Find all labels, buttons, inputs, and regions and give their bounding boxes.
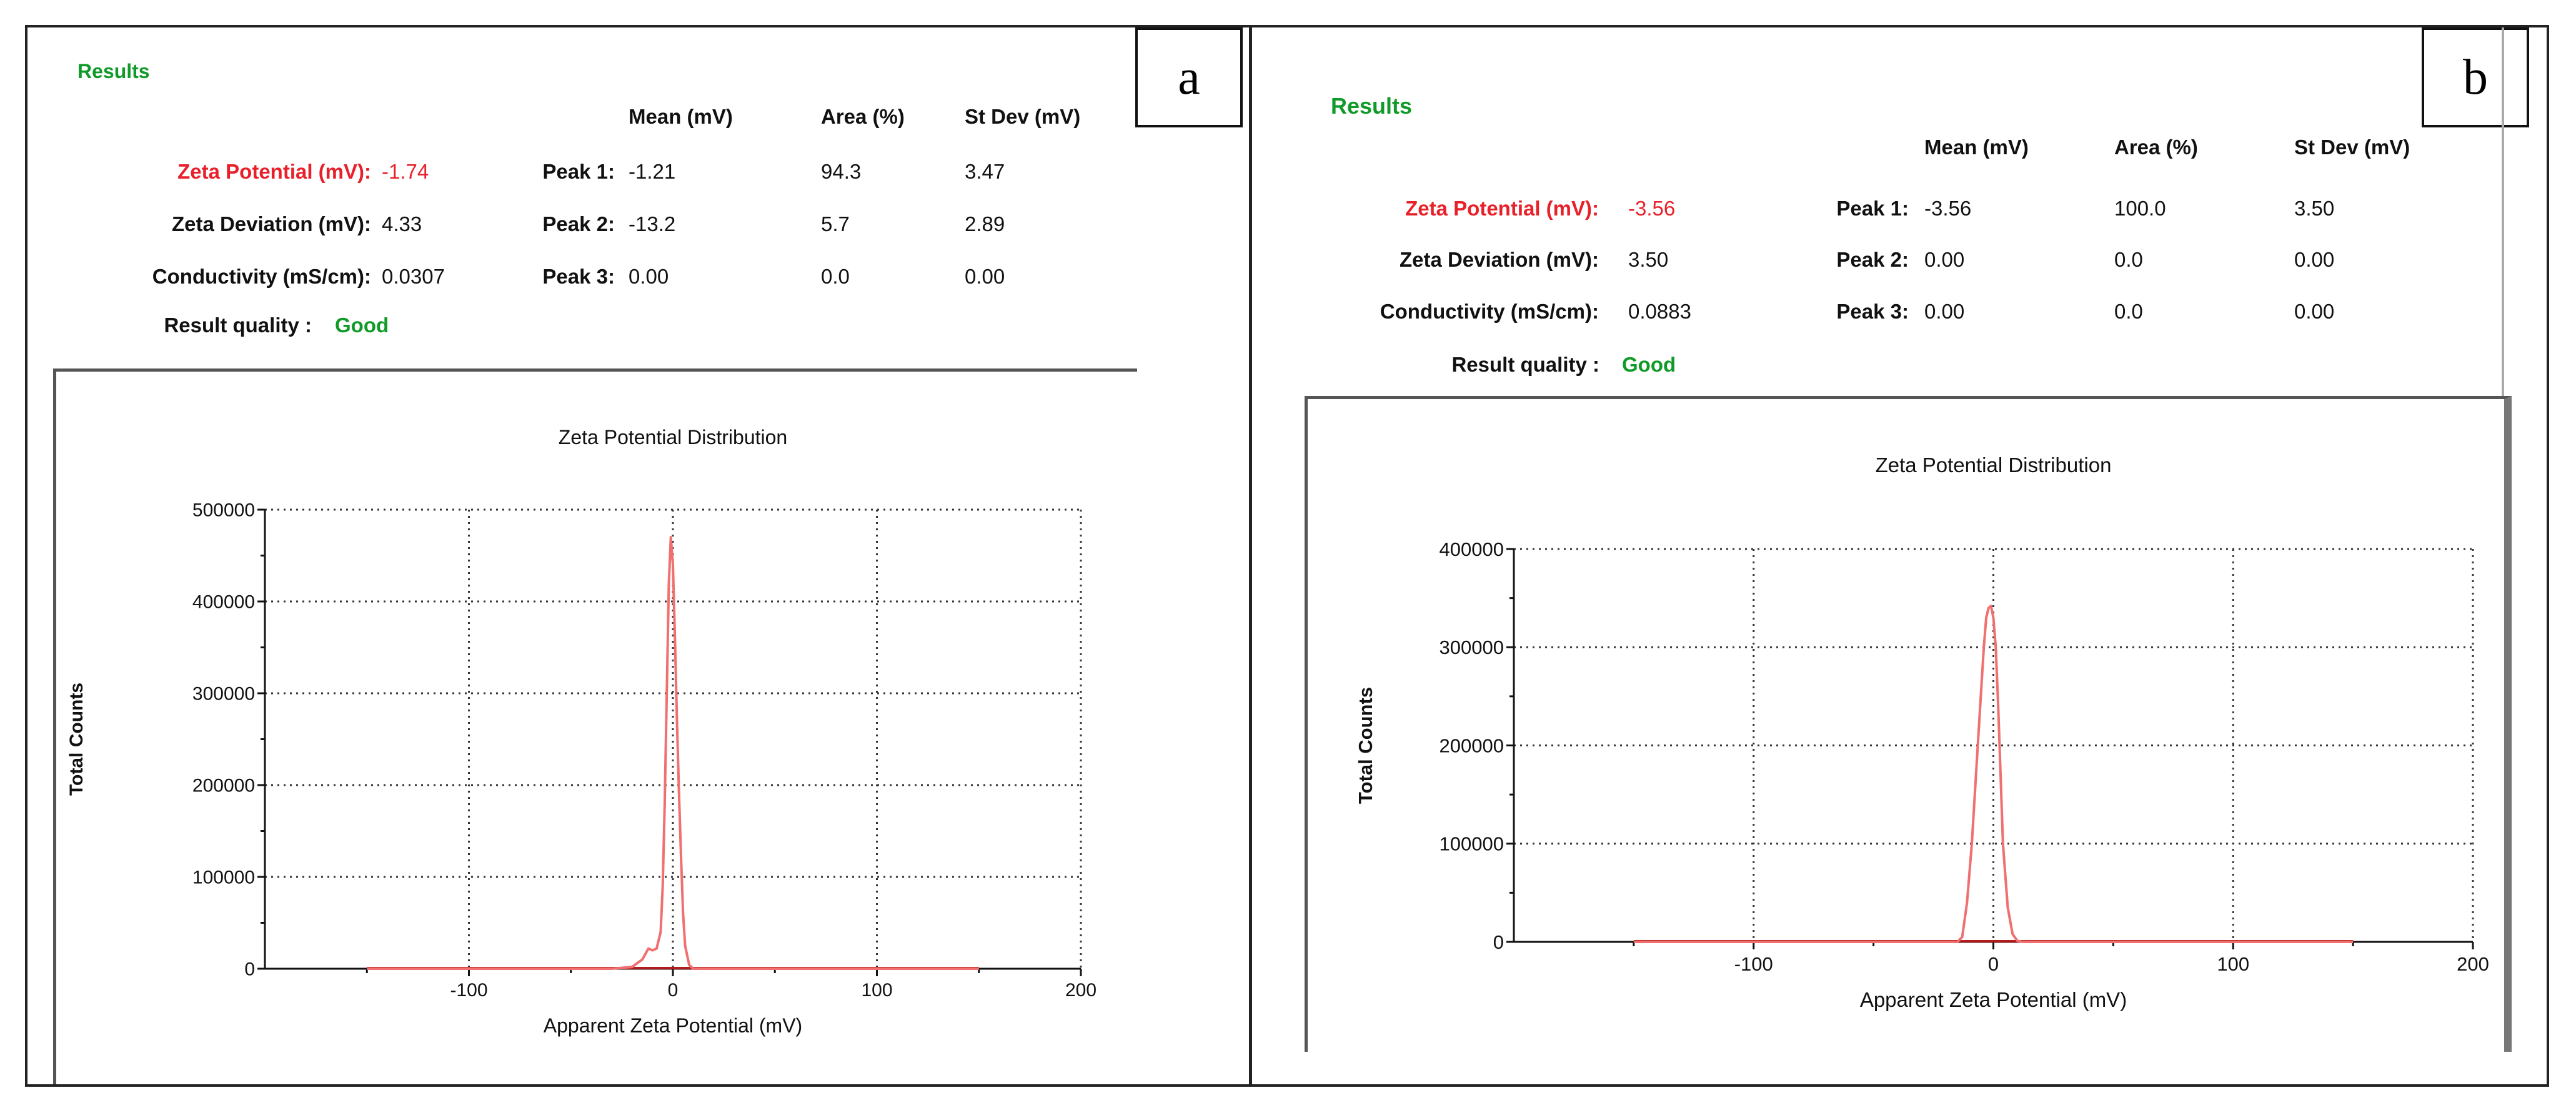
peak-2-label: Peak 2: (1836, 248, 1909, 271)
peak-3-mean: 0.00 (1924, 300, 1965, 323)
zeta-deviation-label: Zeta Deviation (mV): (1399, 248, 1599, 271)
column-header-stdev: St Dev (mV) (965, 105, 1081, 128)
result-quality-value: Good (1622, 353, 1676, 376)
y-axis-label: Total Counts (66, 683, 87, 796)
x-tick-label: -100 (1734, 953, 1773, 975)
x-axis-label: Apparent Zeta Potential (mV) (1860, 988, 2127, 1011)
peak-2-stdev: 2.89 (965, 212, 1005, 235)
peak-1-label: Peak 1: (1836, 197, 1909, 220)
zeta-potential-value: -1.74 (382, 160, 429, 183)
zeta-deviation-value: 3.50 (1628, 248, 1669, 271)
zeta-potential-label: Zeta Potential (mV): (1405, 197, 1599, 220)
x-tick-label: 100 (861, 980, 892, 1001)
column-header-mean: Mean (mV) (1924, 136, 2029, 159)
scrollbar-track (2502, 27, 2504, 396)
y-tick-label: 100000 (1440, 833, 1504, 855)
x-tick-label: 0 (668, 980, 679, 1001)
peak-3-label: Peak 3: (542, 265, 615, 288)
peak-2-area: 0.0 (2114, 248, 2143, 271)
x-tick-label: -100 (450, 980, 487, 1001)
peak-3-area: 0.0 (821, 265, 850, 288)
column-header-stdev: St Dev (mV) (2294, 136, 2410, 159)
x-tick-label: 0 (1988, 953, 1999, 975)
column-header-area: Area (%) (2114, 136, 2198, 159)
plot-frame (53, 369, 1137, 1084)
zeta-deviation-value: 4.33 (382, 212, 422, 235)
y-axis-label: Total Counts (1355, 687, 1376, 804)
y-tick-label: 0 (244, 959, 255, 980)
peak-2-stdev: 0.00 (2294, 248, 2335, 271)
y-tick-label: 500000 (192, 500, 255, 521)
result-quality-value: Good (335, 314, 389, 337)
peak-1-mean: -1.21 (629, 160, 676, 183)
zeta-distribution-chart: Zeta Potential Distribution 0 100000 200000… (66, 426, 1097, 1037)
peak-2-label: Peak 2: (542, 212, 615, 235)
peak-3-label: Peak 3: (1836, 300, 1909, 323)
conductivity-label: Conductivity (mS/cm): (152, 265, 371, 288)
peak-3-stdev: 0.00 (2294, 300, 2335, 323)
panel-divider (1249, 25, 1252, 1087)
results-title: Results (1331, 93, 1413, 119)
peak-2-mean: 0.00 (1924, 248, 1965, 271)
column-header-area: Area (%) (821, 105, 905, 128)
zeta-deviation-label: Zeta Deviation (mV): (171, 212, 371, 235)
panel-letter: b (2422, 27, 2529, 127)
peak-3-mean: 0.00 (629, 265, 669, 288)
x-axis-label: Apparent Zeta Potential (mV) (544, 1014, 802, 1037)
distribution-line (1633, 605, 2354, 943)
panel-a: a Results Mean (mV) Area (%) St Dev (mV)… (27, 27, 1249, 1084)
panel-b: b Results Mean (mV) Area (%) St Dev (mV)… (1252, 27, 2547, 1084)
result-quality-label: Result quality : (164, 314, 312, 337)
peak-1-label: Peak 1: (542, 160, 615, 183)
zeta-potential-label: Zeta Potential (mV): (177, 160, 371, 183)
peak-1-stdev: 3.50 (2294, 197, 2335, 220)
zeta-distribution-chart: Zeta Potential Distribution 0 100000 200000… (1355, 453, 2489, 1011)
zeta-potential-value: -3.56 (1628, 197, 1676, 220)
peak-3-stdev: 0.00 (965, 265, 1005, 288)
peak-3-area: 0.0 (2114, 300, 2143, 323)
column-header-mean: Mean (mV) (629, 105, 733, 128)
result-quality-label: Result quality : (1451, 353, 1599, 376)
x-tick-label: 100 (2217, 953, 2249, 975)
peak-1-mean: -3.56 (1924, 197, 1972, 220)
conductivity-value: 0.0307 (382, 265, 445, 288)
peak-1-stdev: 3.47 (965, 160, 1005, 183)
results-title: Results (77, 60, 150, 82)
y-tick-label: 300000 (1440, 636, 1504, 658)
y-tick-label: 200000 (192, 776, 255, 796)
chart-title: Zeta Potential Distribution (1876, 453, 2112, 477)
y-tick-label: 200000 (1440, 735, 1504, 756)
y-tick-label: 400000 (192, 592, 255, 613)
peak-1-area: 100.0 (2114, 197, 2166, 220)
peak-1-area: 94.3 (821, 160, 862, 183)
chart-title: Zeta Potential Distribution (559, 426, 787, 448)
peak-2-mean: -13.2 (629, 212, 676, 235)
x-tick-label: 200 (1065, 980, 1097, 1001)
y-tick-label: 300000 (192, 684, 255, 705)
panel-letter: a (1135, 27, 1243, 127)
peak-2-area: 5.7 (821, 212, 850, 235)
y-tick-label: 0 (1493, 931, 1504, 953)
y-tick-label: 100000 (192, 868, 255, 888)
conductivity-label: Conductivity (mS/cm): (1380, 300, 1599, 323)
x-tick-label: 200 (2457, 953, 2489, 975)
distribution-line (367, 536, 979, 970)
figure-frame (25, 25, 2549, 1087)
plot-frame (1305, 396, 2512, 1052)
conductivity-value: 0.0883 (1628, 300, 1691, 323)
y-tick-label: 400000 (1440, 538, 1504, 560)
